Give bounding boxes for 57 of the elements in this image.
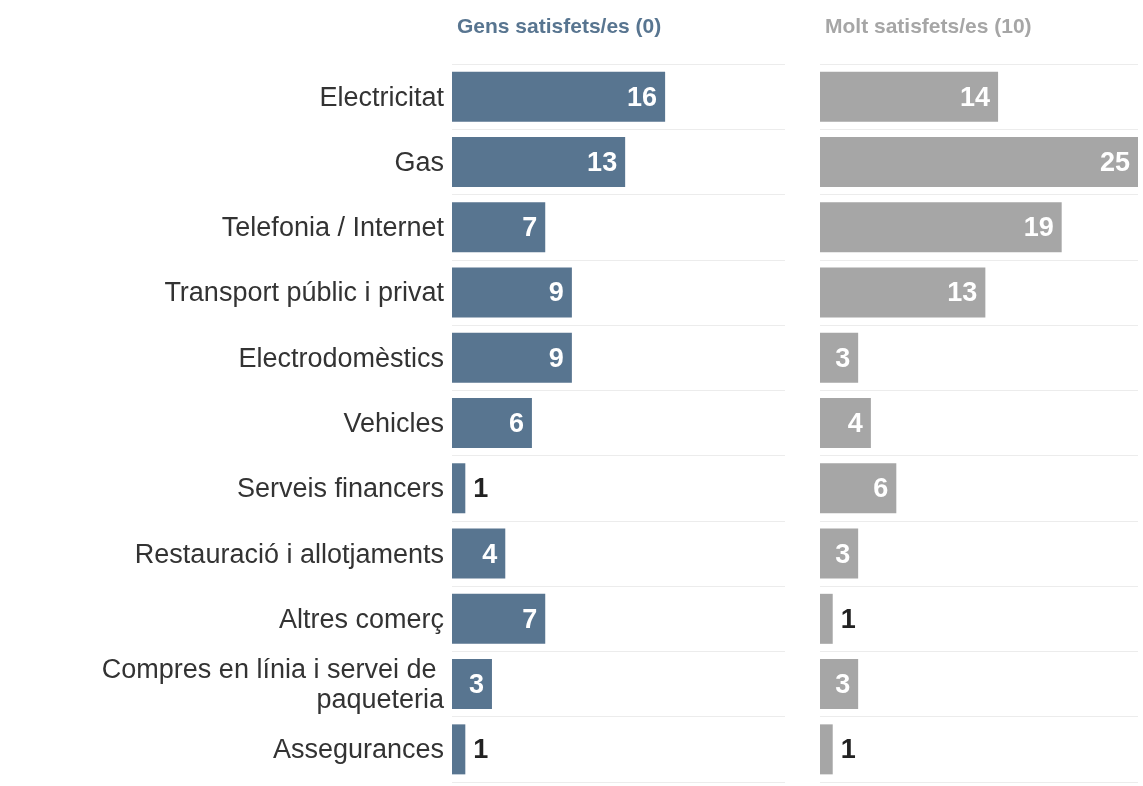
data-label: 3 [835, 669, 851, 700]
bar [452, 398, 532, 448]
data-label: 13 [587, 146, 618, 177]
bar [820, 659, 859, 710]
data-label: 14 [960, 81, 991, 112]
bar [452, 724, 466, 775]
data-label: 25 [1099, 146, 1130, 177]
data-label: 7 [522, 603, 538, 634]
y-tick-label: Altres comerç [278, 603, 444, 634]
data-label: 1 [473, 473, 489, 504]
y-tick-label: Gas [394, 146, 444, 177]
chart-title: Gens satisfets/es (0) [457, 14, 662, 37]
y-tick-label: Vehicles [343, 408, 444, 438]
bar [452, 528, 506, 579]
data-label: 6 [508, 408, 524, 438]
bar [820, 528, 859, 579]
bar [820, 463, 897, 514]
data-label: 3 [468, 669, 484, 700]
data-label: 19 [1023, 212, 1054, 243]
bar [452, 593, 546, 644]
bar [820, 398, 871, 448]
bar [452, 659, 492, 710]
y-tick-label: Compres en línia i servei de paqueteria [101, 654, 445, 715]
bar [452, 267, 572, 318]
data-label: 4 [847, 408, 863, 438]
data-label: 1 [473, 734, 489, 765]
bar [820, 267, 986, 318]
bar [820, 71, 999, 122]
y-tick-label: Electricitat [319, 81, 445, 112]
data-label: 4 [482, 538, 498, 569]
data-label: 1 [840, 734, 856, 765]
bar [452, 463, 466, 514]
data-label: 1 [840, 603, 856, 634]
bar [820, 724, 833, 775]
y-tick-label: Telefonia / Internet [221, 212, 445, 243]
bar [452, 136, 626, 187]
y-tick-label: Restauració i allotjaments [134, 538, 444, 569]
data-label: 3 [835, 342, 851, 373]
y-tick-label: Transport públic i privat [164, 277, 445, 308]
bar [820, 593, 833, 644]
data-label: 16 [627, 81, 658, 112]
bar [820, 202, 1062, 253]
bar [452, 202, 546, 253]
bar [452, 332, 572, 383]
bar [820, 332, 859, 383]
data-label: 9 [548, 277, 564, 308]
data-label: 9 [548, 342, 564, 373]
bar [452, 71, 666, 122]
data-label: 13 [947, 277, 978, 308]
y-tick-label: Serveis financers [236, 473, 444, 504]
y-tick-label: Assegurances [272, 734, 444, 765]
chart-title: Molt satisfets/es (10) [825, 14, 1032, 37]
data-label: 7 [522, 212, 538, 243]
bar [820, 136, 1138, 187]
data-label: 6 [873, 473, 889, 504]
data-label: 3 [835, 538, 851, 569]
y-tick-label: Electrodomèstics [238, 342, 444, 373]
